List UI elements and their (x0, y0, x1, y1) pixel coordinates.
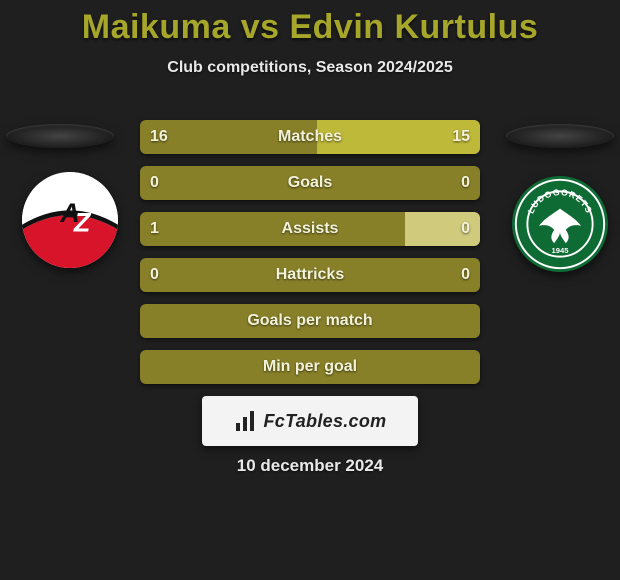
stat-bar-left (140, 258, 310, 292)
stat-value-left: 0 (150, 266, 159, 284)
ludogorets-logo-icon: LUDOGORETS 1945 (512, 176, 608, 272)
stat-value-right: 0 (461, 266, 470, 284)
comparison-card: Maikuma vs Edvin Kurtulus Club competiti… (0, 0, 620, 580)
stat-bar-right (310, 166, 480, 200)
update-date: 10 december 2024 (0, 456, 620, 476)
stat-bar-left (140, 212, 405, 246)
page-subtitle: Club competitions, Season 2024/2025 (0, 59, 620, 77)
stat-value-left: 1 (150, 220, 159, 238)
page-title: Maikuma vs Edvin Kurtulus (0, 8, 620, 47)
stat-value-left: 0 (150, 174, 159, 192)
chart-icon (234, 409, 258, 433)
stat-bar-left (140, 350, 480, 384)
club-crest-right: LUDOGORETS 1945 (512, 176, 608, 272)
brand-badge: FcTables.com (202, 396, 418, 446)
stat-bar-right (310, 258, 480, 292)
stat-value-right: 0 (461, 174, 470, 192)
club-crest-left: A Z (22, 172, 118, 268)
stat-bar-left (140, 166, 310, 200)
stat-row: Assists10 (140, 212, 480, 246)
brand-text: FcTables.com (264, 411, 387, 432)
shadow-ellipse-left (6, 124, 114, 148)
svg-text:1945: 1945 (551, 246, 569, 255)
stat-bars: Matches1615Goals00Assists10Hattricks00Go… (140, 120, 480, 396)
shadow-ellipse-right (506, 124, 614, 148)
stat-value-right: 0 (461, 220, 470, 238)
svg-text:Z: Z (73, 208, 92, 238)
stat-row: Hattricks00 (140, 258, 480, 292)
stat-row: Min per goal (140, 350, 480, 384)
stat-value-left: 16 (150, 128, 168, 146)
stat-value-right: 15 (452, 128, 470, 146)
stat-row: Goals per match (140, 304, 480, 338)
az-logo-icon: A Z (22, 172, 118, 268)
stat-row: Goals00 (140, 166, 480, 200)
stat-row: Matches1615 (140, 120, 480, 154)
stat-bar-left (140, 304, 480, 338)
